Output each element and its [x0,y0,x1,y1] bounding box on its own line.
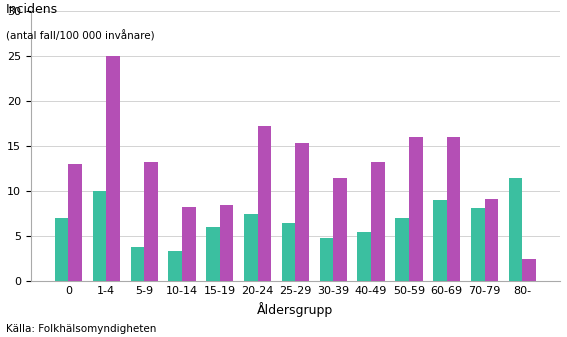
Bar [409,137,422,281]
Bar [55,218,69,281]
Text: Källa: Folkhälsomyndigheten: Källa: Folkhälsomyndigheten [6,324,156,334]
Bar [333,179,347,281]
Bar [395,218,409,281]
Bar [471,208,485,281]
Bar [295,143,309,281]
Bar [92,191,106,281]
Text: (antal fall/100 000 invånare): (antal fall/100 000 invånare) [6,30,154,42]
Bar [144,162,158,281]
Bar [244,214,257,281]
Bar [447,137,460,281]
Bar [168,251,182,281]
Bar [320,238,333,281]
Bar [282,223,295,281]
Bar [257,126,271,281]
Bar [485,199,498,281]
Bar [130,247,144,281]
Bar [106,56,120,281]
Bar [509,178,522,281]
Bar [220,205,234,281]
Bar [69,164,82,281]
Bar [206,227,220,281]
Bar [182,207,196,281]
Text: Incidens: Incidens [6,3,58,17]
Bar [371,162,384,281]
Bar [357,232,371,281]
Bar [522,259,536,281]
Bar [433,200,447,281]
X-axis label: Åldersgrupp: Åldersgrupp [257,302,333,316]
